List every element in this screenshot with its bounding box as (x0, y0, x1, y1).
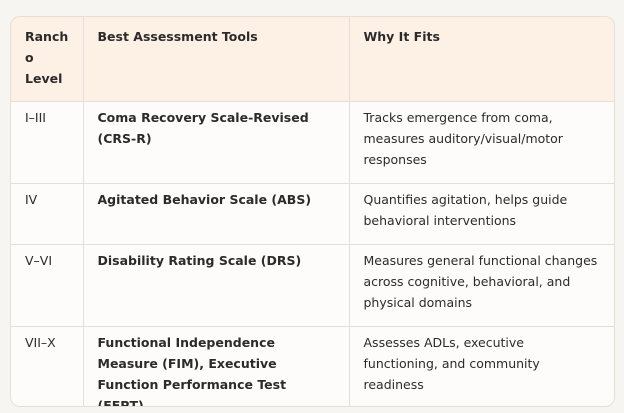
table-row: V–VI Disability Rating Scale (DRS) Measu… (11, 244, 614, 327)
level-cell: VII–X (11, 326, 84, 406)
level-cell: I–III (11, 101, 84, 184)
table-row: I–III Coma Recovery Scale-Revised (CRS-R… (11, 101, 614, 184)
tool-cell: Coma Recovery Scale-Revised (CRS-R) (83, 101, 350, 184)
table-row: VII–X Functional Independence Measure (F… (11, 326, 614, 406)
header-ranch-level: Ranch o Level (11, 17, 84, 102)
reason-cell: Assesses ADLs, executive functioning, an… (363, 334, 540, 392)
level-cell: V–VI (11, 244, 84, 327)
tool-cell: Agitated Behavior Scale (ABS) (83, 183, 350, 245)
header-assessment-tools: Best Assessment Tools (83, 17, 350, 102)
table-header-row: Ranch o Level Best Assessment Tools Why … (11, 17, 614, 102)
header-why-it-fits: Why It Fits (349, 17, 614, 102)
reason-cell: Measures general functional changes acro… (349, 244, 614, 327)
assessment-table-card: Ranch o Level Best Assessment Tools Why … (10, 16, 615, 407)
assessment-table: Ranch o Level Best Assessment Tools Why … (11, 17, 614, 406)
tool-cell: Disability Rating Scale (DRS) (83, 244, 350, 327)
reason-cell: Quantifies agitation, helps guide behavi… (349, 183, 614, 245)
tool-cell: Functional Independence Measure (FIM), E… (83, 326, 350, 406)
table-row: IV Agitated Behavior Scale (ABS) Quantif… (11, 183, 614, 245)
level-cell: IV (11, 183, 84, 245)
reason-cell: Tracks emergence from coma, measures aud… (349, 101, 614, 184)
